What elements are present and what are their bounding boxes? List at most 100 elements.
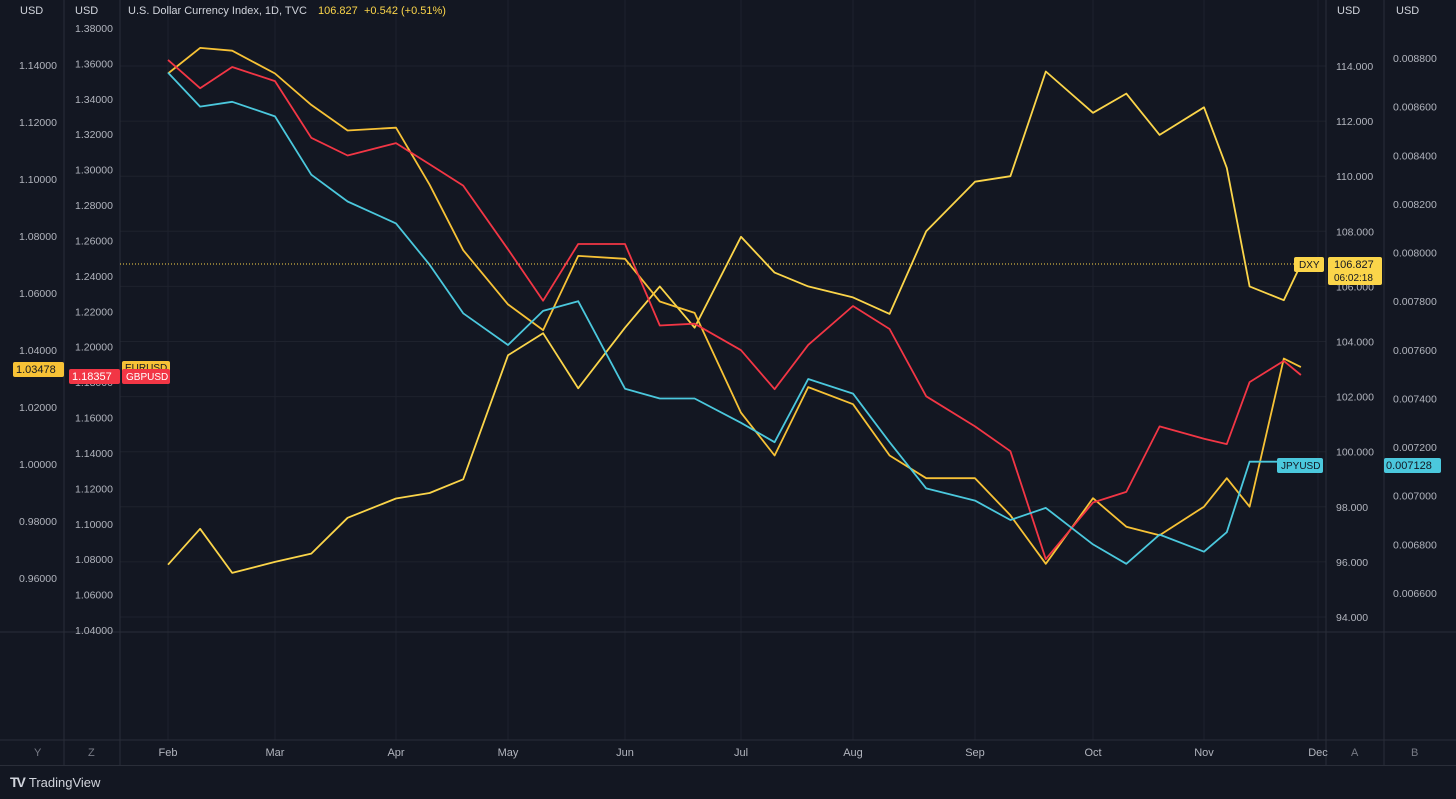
axis-tick-label: 1.30000 [75, 165, 113, 177]
axis-tick-label: 0.007000 [1393, 491, 1437, 503]
axis-tick-label: 1.04000 [75, 625, 113, 637]
time-axis-label: Jun [616, 747, 634, 759]
footer-bar: TV TradingView [0, 765, 1456, 799]
axis-tick-label: 1.38000 [75, 23, 113, 35]
axis-tick-label: 1.14000 [75, 448, 113, 460]
axis-tick-label: 0.007200 [1393, 442, 1437, 454]
axis-tick-label: 1.16000 [75, 413, 113, 425]
axis-tick-label: 1.26000 [75, 235, 113, 247]
axis-unit-label: USD [1396, 5, 1419, 17]
eurusd-price-badge [13, 362, 64, 377]
axis-tick-label: 0.008800 [1393, 53, 1437, 65]
axis-tick-label: 0.008200 [1393, 199, 1437, 211]
eurusd-name-badge-text: EURUSD [125, 363, 167, 374]
time-axis-label: Jul [734, 747, 748, 759]
axis-unit-label: USD [75, 5, 98, 17]
time-axis-labels: Feb Mar Apr May Jun Jul Aug Sep Oct Nov Dec [159, 747, 1329, 759]
axis-tick-label: 1.36000 [75, 58, 113, 70]
series-lines [167, 47, 1302, 574]
axis-tick-label: 110.000 [1336, 171, 1373, 183]
axis-tick-label: 1.06000 [75, 590, 113, 602]
series-line-jpyusd [167, 71, 1302, 565]
jpyusd-name-badge [1277, 458, 1323, 473]
time-axis-label: Aug [843, 747, 863, 759]
chart-background [0, 0, 1456, 765]
axis-tick-label: 0.008400 [1393, 150, 1437, 162]
dxy-name-badge [1294, 257, 1324, 272]
axis-tick-label: 1.00000 [19, 459, 57, 471]
scale-button-z[interactable]: Z [88, 747, 95, 759]
tradingview-logo-icon: TV [10, 774, 26, 790]
chart-area[interactable]: 1.14000 1.12000 1.10000 1.08000 1.06000 1.040… [0, 0, 1456, 765]
axis-tick-label: 1.06000 [19, 288, 57, 300]
jpyusd-price-badge-text: 0.007128 [1386, 460, 1432, 472]
axis-tick-label: 0.96000 [19, 573, 57, 585]
axis-tick-label: 0.008000 [1393, 248, 1437, 260]
axis-tick-label: 0.007400 [1393, 393, 1437, 405]
brand-name: TradingView [28, 774, 101, 790]
dxy-name-badge-text: DXY [1299, 260, 1320, 271]
axis-tick-label: 0.007600 [1393, 345, 1437, 357]
grid [120, 0, 1326, 740]
axis-tick-label: 96.000 [1336, 557, 1368, 569]
axis-tick-label: 0.006800 [1393, 539, 1437, 551]
axis-tick-label: 1.14000 [19, 60, 57, 72]
axis-tick-label: 1.24000 [75, 271, 113, 283]
dxy-countdown: 06:02:18 [1334, 273, 1373, 284]
axis-tick-label: 100.000 [1336, 447, 1374, 459]
axis-tick-label: 0.98000 [19, 516, 57, 528]
axis-tick-label: 102.000 [1336, 392, 1374, 404]
last-price: 106.827 [318, 5, 358, 17]
axis-tick-label: 1.02000 [19, 402, 57, 414]
axis-tick-label: 0.007800 [1393, 296, 1437, 308]
series-line-gbpusd [167, 59, 1302, 561]
scale-button-b[interactable]: B [1411, 747, 1418, 759]
time-axis-label: Apr [387, 747, 404, 759]
axis-tick-label: 1.12000 [75, 483, 113, 495]
axis-tick-label: 104.000 [1336, 337, 1374, 349]
dxy-price-badge-text: 106.827 [1334, 259, 1374, 271]
axis-tick-label: 1.20000 [75, 342, 113, 354]
chart-title: U.S. Dollar Currency Index, 1D, TVC [128, 5, 307, 17]
axis-tick-label: 108.000 [1336, 226, 1374, 238]
axis-tick-label: 112.000 [1336, 116, 1373, 128]
gbpusd-name-badge [122, 369, 170, 384]
gbpusd-price-badge [69, 369, 120, 384]
axis-tick-label: 1.22000 [75, 306, 113, 318]
time-axis-label: Nov [1194, 747, 1214, 759]
time-axis-label: May [498, 747, 519, 759]
axis-tick-label: 1.32000 [75, 129, 113, 141]
price-change: +0.542 (+0.51%) [364, 5, 446, 17]
dxy-price-badge [1328, 257, 1382, 285]
axis-tick-label: 94.000 [1336, 612, 1368, 624]
axis-tick-label: 114.000 [1336, 61, 1373, 73]
axis-tick-labels: 1.14000 1.12000 1.10000 1.08000 1.06000 1.040… [19, 23, 1437, 637]
gbpusd-price-badge-text: 1.18357 [72, 371, 112, 383]
gbpusd-name-badge-text: GBPUSD [126, 372, 168, 383]
time-axis-label: Mar [266, 747, 285, 759]
scale-button-a[interactable]: A [1351, 747, 1359, 759]
time-axis-label: Dec [1308, 747, 1328, 759]
eurusd-price-badge-text: 1.03478 [16, 364, 56, 376]
axis-tick-label: 1.08000 [75, 554, 113, 566]
axis-tick-label: 1.10000 [19, 174, 57, 186]
axis-unit-label: USD [20, 5, 43, 17]
time-axis-label: Feb [159, 747, 178, 759]
time-axis-label: Sep [965, 747, 985, 759]
axis-tick-label: 1.34000 [75, 94, 113, 106]
axis-tick-label: 1.04000 [19, 345, 57, 357]
jpyusd-name-badge-text: JPYUSD [1281, 461, 1320, 472]
axis-tick-label: 1.12000 [19, 117, 57, 129]
axis-tick-label: 1.08000 [19, 231, 57, 243]
axis-unit-label: USD [1337, 5, 1360, 17]
scale-button-y[interactable]: Y [34, 747, 42, 759]
axis-tick-label: 0.006600 [1393, 588, 1437, 600]
jpyusd-price-badge [1384, 458, 1441, 473]
brand[interactable]: TV TradingView [10, 774, 100, 790]
axis-tick-label: 1.10000 [75, 519, 113, 531]
time-axis-label: Oct [1084, 747, 1101, 759]
series-line-eurusd [167, 47, 1302, 565]
axis-tick-label: 98.000 [1336, 502, 1368, 514]
series-line-dxy [167, 70, 1302, 574]
axis-tick-label: 1.28000 [75, 200, 113, 212]
